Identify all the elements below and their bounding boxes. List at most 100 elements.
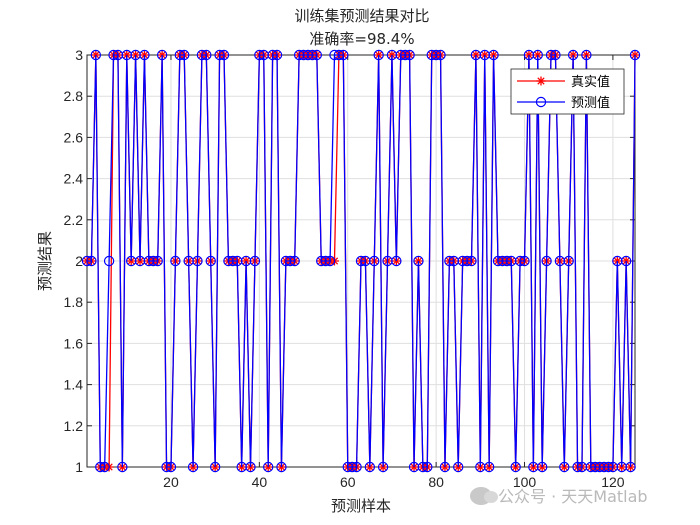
data-point-pred bbox=[267, 49, 278, 61]
data-point-pred bbox=[430, 49, 442, 61]
watermark: 公众号 · 天天Matlab bbox=[470, 483, 648, 507]
data-point-pred bbox=[603, 461, 614, 473]
legend-marker bbox=[536, 76, 546, 86]
data-point-pred bbox=[148, 255, 159, 267]
data-point-pred bbox=[355, 255, 367, 267]
data-point-pred bbox=[161, 461, 172, 473]
data-point-pred bbox=[165, 461, 177, 473]
data-point-pred bbox=[276, 461, 287, 473]
data-point-pred bbox=[444, 255, 455, 267]
data-point-pred bbox=[510, 461, 521, 473]
grid bbox=[87, 54, 635, 468]
data-point-pred bbox=[214, 49, 225, 61]
series-layer bbox=[81, 49, 641, 473]
data-point-pred bbox=[625, 461, 636, 473]
data-point-pred bbox=[501, 255, 513, 267]
data-point-pred bbox=[377, 461, 389, 473]
chart-title: 训练集预测结果对比 bbox=[294, 7, 429, 25]
data-point-pred bbox=[338, 49, 349, 61]
data-point-pred bbox=[581, 49, 592, 61]
data-point-pred bbox=[439, 461, 451, 473]
x-tick-label: 20 bbox=[163, 474, 179, 490]
data-point-pred bbox=[86, 255, 97, 267]
data-point-pred bbox=[307, 49, 318, 61]
data-point-pred bbox=[103, 255, 115, 267]
data-point-pred bbox=[519, 255, 530, 267]
data-point-pred bbox=[205, 255, 216, 267]
data-point-pred bbox=[620, 255, 632, 267]
data-point-pred bbox=[254, 49, 265, 61]
data-point-pred bbox=[209, 461, 221, 473]
watermark-text: 公众号 · 天天Matlab bbox=[498, 487, 648, 506]
data-point-pred bbox=[550, 49, 561, 61]
y-tick-label: 1.6 bbox=[64, 335, 84, 351]
data-point-pred bbox=[461, 255, 473, 267]
x-tick-label: 80 bbox=[428, 474, 444, 490]
x-tick-label: 120 bbox=[601, 474, 625, 490]
data-point-pred bbox=[245, 461, 256, 473]
data-point-pred bbox=[218, 49, 230, 61]
data-point-pred bbox=[351, 461, 362, 473]
x-tick-label: 40 bbox=[252, 474, 268, 490]
data-point-pred bbox=[139, 49, 150, 61]
legend-entry-true: 真实值 bbox=[517, 74, 610, 90]
data-point-pred bbox=[192, 255, 203, 267]
wechat-icon bbox=[470, 487, 498, 505]
legend: 真实值 预测值 bbox=[510, 68, 625, 115]
data-point-pred bbox=[364, 461, 376, 473]
data-point-pred bbox=[369, 255, 380, 267]
data-point-pred bbox=[227, 255, 239, 267]
data-point-pred bbox=[563, 255, 574, 267]
data-point-pred bbox=[262, 461, 274, 473]
data-point-pred bbox=[453, 461, 464, 473]
data-point-pred bbox=[271, 49, 283, 61]
data-point-pred bbox=[483, 461, 495, 473]
data-point-pred bbox=[311, 49, 323, 61]
data-point-pred bbox=[435, 49, 446, 61]
y-tick-label: 1.8 bbox=[64, 294, 84, 310]
data-point-pred bbox=[196, 49, 208, 61]
data-point-pred bbox=[289, 255, 300, 267]
data-point-pred bbox=[95, 461, 106, 473]
data-point-pred bbox=[541, 255, 552, 267]
data-point-pred bbox=[417, 461, 429, 473]
data-point-pred bbox=[81, 255, 93, 267]
data-point-pred bbox=[108, 49, 119, 61]
data-point-pred bbox=[572, 461, 583, 473]
y-tick-label: 1 bbox=[75, 459, 83, 475]
data-point-pred bbox=[532, 49, 543, 61]
data-point-pred bbox=[117, 461, 128, 473]
y-tick-label: 2 bbox=[75, 253, 83, 269]
data-point-pred bbox=[187, 461, 199, 473]
data-point-pred bbox=[545, 49, 557, 61]
data-point-pred bbox=[346, 461, 358, 473]
legend-marker bbox=[535, 96, 547, 108]
legend-box bbox=[510, 68, 625, 115]
y-tick-label: 2.8 bbox=[64, 88, 84, 104]
data-point-pred bbox=[174, 49, 186, 61]
y-tick-label: 2.6 bbox=[64, 129, 84, 145]
data-point-pred bbox=[152, 255, 163, 267]
legend-label: 真实值 bbox=[571, 74, 610, 90]
data-point-pred bbox=[285, 255, 296, 267]
data-point-pred bbox=[399, 49, 411, 61]
data-point-pred bbox=[324, 255, 336, 267]
data-point-pred bbox=[99, 461, 110, 473]
data-point-pred bbox=[466, 255, 477, 267]
data-point-pred bbox=[422, 461, 433, 473]
y-tick-label: 1.2 bbox=[64, 418, 84, 434]
legend-entry-pred: 预测值 bbox=[517, 95, 610, 111]
data-point-pred bbox=[567, 49, 579, 61]
data-point-pred bbox=[333, 49, 345, 61]
x-tick-label: 100 bbox=[513, 474, 537, 490]
data-point-pred bbox=[536, 461, 548, 473]
x-tick-label: 60 bbox=[340, 474, 356, 490]
data-point-pred bbox=[373, 49, 384, 61]
y-tick-label: 2.2 bbox=[64, 212, 84, 228]
series-pred bbox=[81, 49, 641, 473]
y-axis-label: 预测结果 bbox=[36, 231, 54, 291]
data-point-pred bbox=[559, 461, 570, 473]
legend-label: 预测值 bbox=[571, 95, 610, 111]
data-point-pred bbox=[320, 255, 331, 267]
